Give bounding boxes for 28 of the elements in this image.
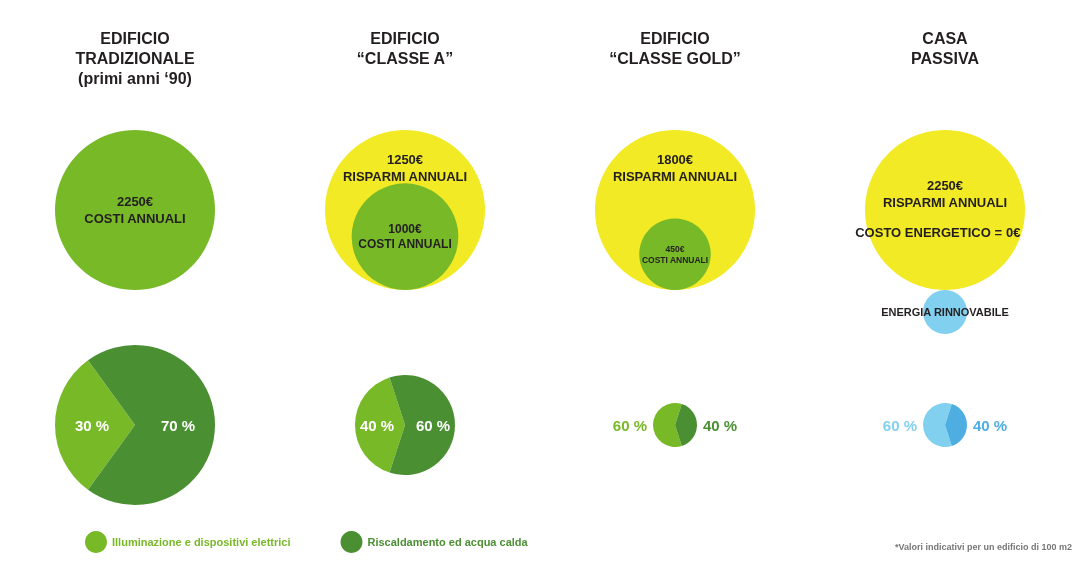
- series-label: COSTI ANNUALI: [358, 237, 452, 252]
- series-label: COSTI ANNUALI: [641, 254, 709, 265]
- legend-label: Illuminazione e dispositivi elettrici: [112, 536, 291, 548]
- series-label: RISPARMI ANNUALI: [342, 169, 468, 185]
- text: CASA PASSIVA: [911, 29, 980, 67]
- data-label: 1800€: [656, 152, 694, 168]
- text: EDIFICIO “CLASSE GOLD”: [609, 29, 741, 67]
- data-label: 40 %: [359, 416, 395, 434]
- data-label: 1250€: [386, 152, 424, 168]
- text: EDIFICIO “CLASSE A”: [356, 29, 454, 67]
- data-label: 1000€: [388, 222, 423, 237]
- legend-label: Riscaldamento ed acqua calda: [367, 536, 529, 548]
- data-label: 40 %: [973, 416, 1008, 434]
- series-label: RISPARMI ANNUALI: [612, 169, 738, 185]
- data-label: 0€: [1006, 224, 1021, 240]
- text: EDIFICIO TRADIZIONALE (primi anni ‘90): [75, 29, 195, 87]
- data-label: 40 %: [703, 416, 738, 434]
- data-label: 60 %: [612, 416, 647, 434]
- data-label: 70 %: [160, 416, 196, 434]
- series-label: COSTI ANNUALI: [84, 211, 186, 226]
- data-label: 2250€: [116, 194, 154, 209]
- data-label: 60 %: [415, 416, 451, 434]
- data-label: 2250€: [926, 178, 964, 193]
- text: *Valori indicativi per un edificio di 100 m2: [894, 542, 1072, 552]
- data-label: 60 %: [882, 416, 917, 434]
- series-label: RISPARMI ANNUALI: [882, 195, 1008, 210]
- data-label: 30 %: [74, 416, 110, 434]
- data-label: 450€: [665, 243, 685, 254]
